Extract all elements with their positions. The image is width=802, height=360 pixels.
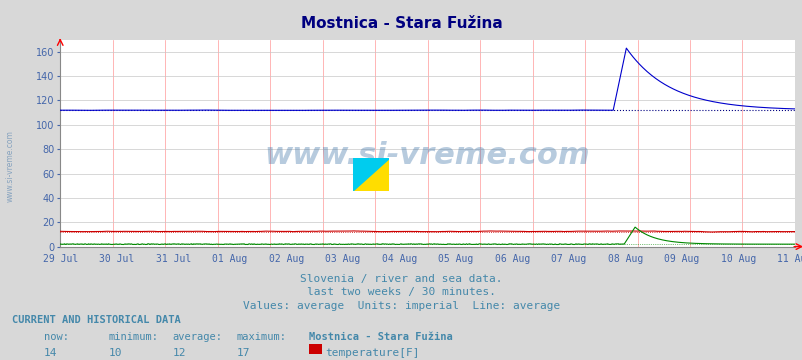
Text: maximum:: maximum: (237, 332, 286, 342)
Text: 07 Aug: 07 Aug (551, 254, 585, 264)
Text: 02 Aug: 02 Aug (269, 254, 303, 264)
Text: 08 Aug: 08 Aug (607, 254, 642, 264)
Text: Mostnica - Stara Fužina: Mostnica - Stara Fužina (309, 332, 452, 342)
Text: now:: now: (44, 332, 69, 342)
Text: 10 Aug: 10 Aug (720, 254, 755, 264)
Text: 10: 10 (108, 348, 122, 358)
Text: 05 Aug: 05 Aug (438, 254, 473, 264)
Text: www.si-vreme.com: www.si-vreme.com (6, 130, 15, 202)
Text: Mostnica - Stara Fužina: Mostnica - Stara Fužina (300, 16, 502, 31)
Text: Slovenia / river and sea data.: Slovenia / river and sea data. (300, 274, 502, 284)
Text: 01 Aug: 01 Aug (212, 254, 247, 264)
Polygon shape (353, 158, 389, 191)
Text: temperature[F]: temperature[F] (325, 348, 419, 358)
Text: 11 Aug: 11 Aug (776, 254, 802, 264)
Text: 14: 14 (44, 348, 58, 358)
Text: 09 Aug: 09 Aug (663, 254, 699, 264)
Text: 31 Jul: 31 Jul (156, 254, 191, 264)
Text: CURRENT AND HISTORICAL DATA: CURRENT AND HISTORICAL DATA (12, 315, 180, 325)
Text: 29 Jul: 29 Jul (43, 254, 78, 264)
Text: 03 Aug: 03 Aug (325, 254, 360, 264)
Text: 17: 17 (237, 348, 250, 358)
Text: minimum:: minimum: (108, 332, 158, 342)
Text: 04 Aug: 04 Aug (381, 254, 416, 264)
Text: 12: 12 (172, 348, 186, 358)
Text: 30 Jul: 30 Jul (99, 254, 134, 264)
Text: 06 Aug: 06 Aug (494, 254, 529, 264)
Text: www.si-vreme.com: www.si-vreme.com (265, 141, 589, 170)
Text: last two weeks / 30 minutes.: last two weeks / 30 minutes. (306, 287, 496, 297)
Text: average:: average: (172, 332, 222, 342)
Polygon shape (353, 158, 389, 191)
Text: Values: average  Units: imperial  Line: average: Values: average Units: imperial Line: av… (242, 301, 560, 311)
